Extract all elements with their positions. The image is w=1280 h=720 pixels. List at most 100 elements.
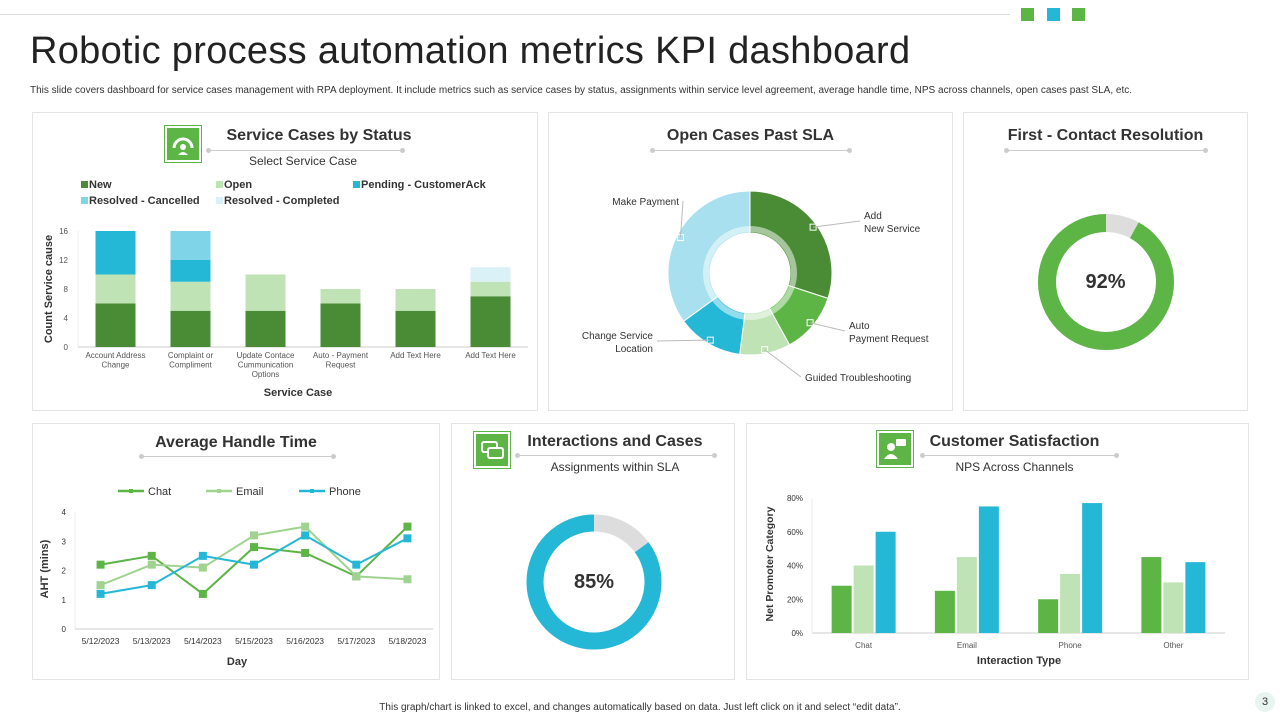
- chat-icon: [473, 431, 511, 469]
- y-tick-label: 12: [59, 256, 68, 265]
- data-point: [301, 531, 310, 540]
- data-point: [198, 551, 207, 560]
- bar-segment: [470, 267, 511, 282]
- panel-title: Average Handle Time: [155, 434, 317, 451]
- legend-label: Phone: [329, 486, 361, 498]
- data-point: [198, 563, 207, 572]
- open-cases-donut[interactable]: Add New Service Auto Payment Request Guided …: [549, 113, 954, 412]
- x-axis-title: Service Case: [264, 387, 333, 399]
- slice-label: Auto: [849, 321, 870, 332]
- data-point: [147, 581, 156, 590]
- title-rule: [650, 148, 852, 153]
- x-tick-label: 5/14/2023: [184, 636, 222, 646]
- title-rule: [515, 453, 717, 458]
- slice-label: Change Service: [582, 331, 654, 342]
- x-tick-label: Add Text Here: [390, 351, 441, 360]
- bar: [934, 590, 955, 633]
- x-tick-label: 5/17/2023: [337, 636, 375, 646]
- bar-segment: [470, 281, 511, 297]
- gauge-user-icon: [164, 125, 202, 163]
- legend-marker: [310, 489, 314, 493]
- decor-square: [1021, 8, 1034, 21]
- y-tick-label: 0%: [791, 629, 803, 638]
- slice-label: Make Payment: [612, 197, 679, 208]
- y-tick-label: 0: [62, 625, 67, 634]
- slice-marker: [806, 319, 814, 327]
- x-tick-label: Update Contace: [237, 351, 295, 360]
- sla-value: 85%: [573, 571, 615, 593]
- bar-segment: [320, 289, 361, 304]
- bar: [853, 565, 874, 633]
- title-rule: [206, 148, 405, 153]
- x-tick-label: Auto - Payment: [313, 351, 369, 360]
- legend-label: Chat: [148, 486, 171, 498]
- data-point: [147, 551, 156, 560]
- data-point: [250, 543, 258, 552]
- panel-title: First - Contact Resolution: [1007, 127, 1204, 144]
- donut-slice: [749, 190, 833, 299]
- x-tick-label: Phone: [1059, 641, 1083, 650]
- bar-segment: [170, 281, 211, 311]
- title-rule: [1004, 148, 1208, 153]
- user-chat-icon: [876, 430, 914, 468]
- y-axis-title: Count Service cause: [43, 235, 55, 343]
- bar-segment: [170, 310, 211, 347]
- data-point: [301, 548, 310, 557]
- data-point: [403, 534, 412, 543]
- slice-label: Payment Request: [849, 334, 929, 345]
- x-tick-label: Complaint or: [168, 351, 214, 360]
- donut-inner-ring: [703, 226, 797, 320]
- x-axis-title: Interaction Type: [977, 655, 1061, 667]
- leader-line: [809, 322, 846, 332]
- legend-swatch: [216, 181, 223, 188]
- slice-label: Guided Troubleshooting: [805, 373, 911, 384]
- legend-swatch: [81, 197, 88, 204]
- nps-bar-chart[interactable]: 0% 20% 40% 60% 80% Chat Email Phone Other Interac…: [747, 424, 1250, 681]
- y-tick-label: 4: [62, 508, 67, 517]
- x-tick-label: 5/16/2023: [286, 636, 324, 646]
- bar-segment: [320, 303, 361, 347]
- ring-progress: [526, 514, 662, 650]
- bar: [1141, 557, 1162, 633]
- data-point: [403, 575, 412, 584]
- bar: [1082, 503, 1103, 633]
- data-point: [352, 572, 361, 581]
- x-tick-label: 5/13/2023: [133, 636, 171, 646]
- panel-title: Service Cases by Status: [226, 127, 412, 144]
- leader-line: [656, 339, 711, 342]
- bar: [956, 557, 977, 633]
- slice-label: New Service: [864, 224, 921, 235]
- aht-line-chart[interactable]: Chat Email Phone 0 1 2 3 4 5/12/2023 5/13/2023 5/1…: [33, 424, 441, 681]
- decor-square: [1072, 8, 1085, 21]
- data-point: [96, 589, 105, 598]
- bar-segment: [245, 274, 286, 311]
- data-point: [250, 560, 258, 569]
- legend-label: Open: [224, 179, 252, 191]
- data-point: [403, 522, 412, 531]
- leader-line: [764, 349, 802, 378]
- y-tick-label: 16: [59, 227, 68, 236]
- y-tick-label: 20%: [787, 595, 803, 604]
- legend-swatch: [353, 181, 360, 188]
- bar-segment: [95, 274, 136, 304]
- bar: [1038, 599, 1059, 633]
- bar-segment: [95, 303, 136, 347]
- y-tick-label: 40%: [787, 562, 803, 571]
- title-rule: [920, 453, 1119, 458]
- bar: [1185, 562, 1206, 633]
- title-rule: [139, 454, 336, 459]
- bar: [1060, 573, 1081, 633]
- page-subtitle: This slide covers dashboard for service …: [30, 85, 1133, 96]
- bar: [1163, 582, 1184, 633]
- x-tick-label: Request: [326, 361, 357, 370]
- legend-label: Email: [236, 486, 264, 498]
- sla-ring: [526, 514, 662, 650]
- panel-subtitle: Select Service Case: [248, 154, 358, 168]
- y-tick-label: 60%: [787, 528, 803, 537]
- legend-label: New: [89, 179, 112, 191]
- service-cases-chart[interactable]: New Open Pending - CustomerAck Resolved - C…: [33, 113, 539, 412]
- legend-label: Resolved - Cancelled: [89, 195, 200, 207]
- legend-marker: [129, 489, 133, 493]
- data-point: [301, 522, 310, 531]
- legend-swatch: [81, 181, 88, 188]
